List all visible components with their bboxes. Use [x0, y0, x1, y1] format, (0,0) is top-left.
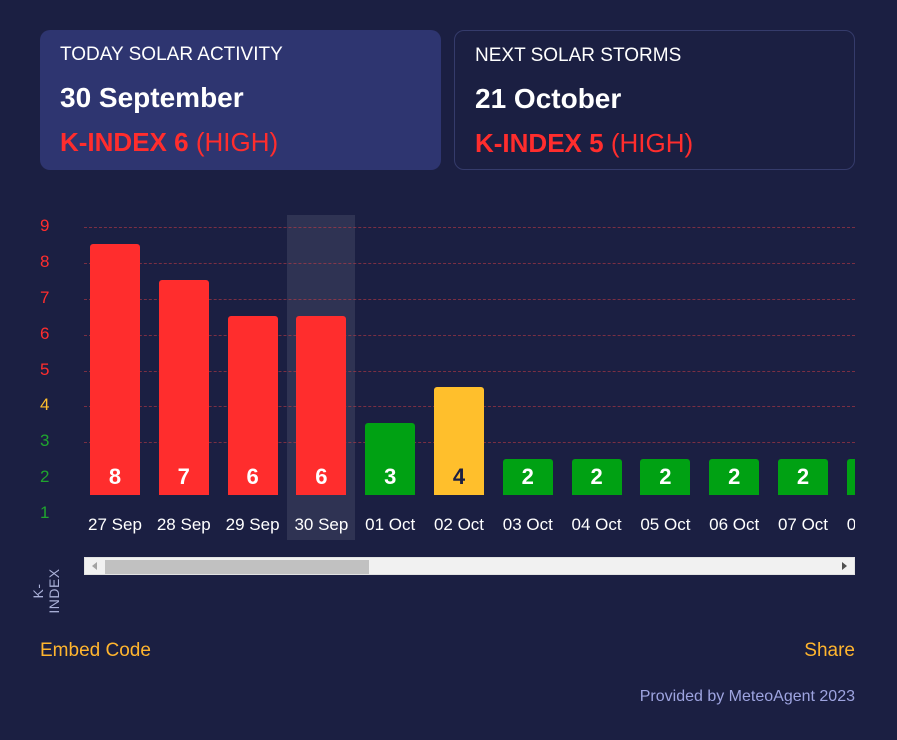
- x-tick: 29 Sep: [225, 515, 280, 534]
- x-tick: 02 Oct: [433, 515, 485, 534]
- x-tick: 08 Oct: [846, 515, 855, 534]
- scroll-right-icon[interactable]: [842, 562, 847, 570]
- k-index-chart[interactable]: 8 27 Sep 7 28 Sep 6 29 Sep 6 30 Sep 3 01 Oct 4 02 O…: [84, 210, 855, 540]
- y-tick: 7: [40, 287, 50, 307]
- y-tick: 5: [40, 359, 50, 379]
- bar-value-label: 3: [384, 464, 397, 489]
- share-link[interactable]: Share: [804, 640, 855, 661]
- bar-value-label: 6: [315, 464, 328, 489]
- bar-29-sep[interactable]: 6: [227, 315, 278, 495]
- x-tick: 03 Oct: [502, 515, 553, 534]
- chart-scrollbar[interactable]: [84, 557, 855, 575]
- y-tick: 8: [40, 251, 50, 271]
- bar-08-oct[interactable]: 2: [846, 459, 855, 495]
- today-level: (HIGH): [195, 127, 279, 157]
- bar-03-oct[interactable]: 2: [502, 459, 553, 495]
- bar-04-oct[interactable]: 2: [571, 459, 622, 495]
- bar-value-label: 4: [452, 464, 466, 489]
- today-date: 30 September: [60, 82, 244, 113]
- next-storm-label: NEXT SOLAR STORMS: [475, 45, 682, 66]
- next-storm-date: 21 October: [475, 83, 622, 114]
- y-tick: 3: [40, 431, 50, 451]
- x-tick: 30 Sep: [294, 515, 349, 534]
- bar-30-sep[interactable]: 6: [296, 315, 347, 495]
- bar-value-label: 8: [108, 464, 122, 489]
- y-tick: 9: [40, 216, 50, 235]
- next-storm-k-index: K-INDEX 5: [475, 128, 604, 158]
- bar-01-oct[interactable]: 3: [365, 423, 416, 495]
- bar-06-oct[interactable]: 2: [709, 459, 760, 495]
- today-k-index-line: K-INDEX 6 (HIGH): [60, 127, 421, 157]
- y-axis-title: K-INDEX: [30, 568, 62, 614]
- next-storm-card: NEXT SOLAR STORMS 21 October K-INDEX 5 (…: [454, 30, 855, 170]
- bar-28-sep[interactable]: 7: [158, 279, 209, 495]
- bar-02-oct[interactable]: 4: [434, 387, 484, 495]
- y-tick: 1: [40, 503, 50, 522]
- bar-value-label: 2: [796, 464, 810, 489]
- bar-05-oct[interactable]: 2: [640, 459, 691, 495]
- bar-07-oct[interactable]: 2: [778, 459, 828, 495]
- next-storm-k-index-line: K-INDEX 5 (HIGH): [475, 128, 834, 158]
- x-tick: 05 Oct: [640, 515, 691, 534]
- today-activity-card: TODAY SOLAR ACTIVITY 30 September K-INDE…: [40, 30, 441, 170]
- scroll-left-icon[interactable]: [92, 562, 97, 570]
- embed-code-link[interactable]: Embed Code: [40, 640, 151, 661]
- x-tick: 28 Sep: [156, 515, 211, 534]
- bar-value-label: 2: [659, 464, 672, 489]
- x-tick: 01 Oct: [365, 515, 416, 534]
- x-tick: 27 Sep: [88, 515, 142, 534]
- x-tick: 04 Oct: [571, 515, 622, 534]
- grid-line: [84, 334, 855, 336]
- provider-credit: Provided by MeteoAgent 2023: [639, 688, 855, 705]
- bar-value-label: 2: [590, 464, 603, 489]
- grid-line: [84, 370, 855, 372]
- bar-27-sep[interactable]: 8: [90, 243, 140, 495]
- y-tick: 6: [40, 323, 50, 343]
- grid-line: [84, 298, 855, 300]
- today-label: TODAY SOLAR ACTIVITY: [60, 44, 283, 65]
- x-tick: 06 Oct: [709, 515, 760, 534]
- today-k-index: K-INDEX 6: [60, 127, 189, 157]
- bar-value-label: 2: [521, 464, 534, 489]
- grid-line: [84, 227, 855, 228]
- grid-line: [84, 262, 855, 264]
- bar-value-label: 7: [177, 464, 190, 489]
- scroll-thumb[interactable]: [105, 560, 369, 574]
- bar-value-label: 2: [728, 464, 741, 489]
- next-storm-level: (HIGH): [610, 128, 694, 158]
- y-tick: 2: [40, 467, 50, 487]
- y-tick: 4: [40, 395, 50, 415]
- bar-value-label: 6: [246, 464, 259, 489]
- x-tick: 07 Oct: [777, 515, 829, 534]
